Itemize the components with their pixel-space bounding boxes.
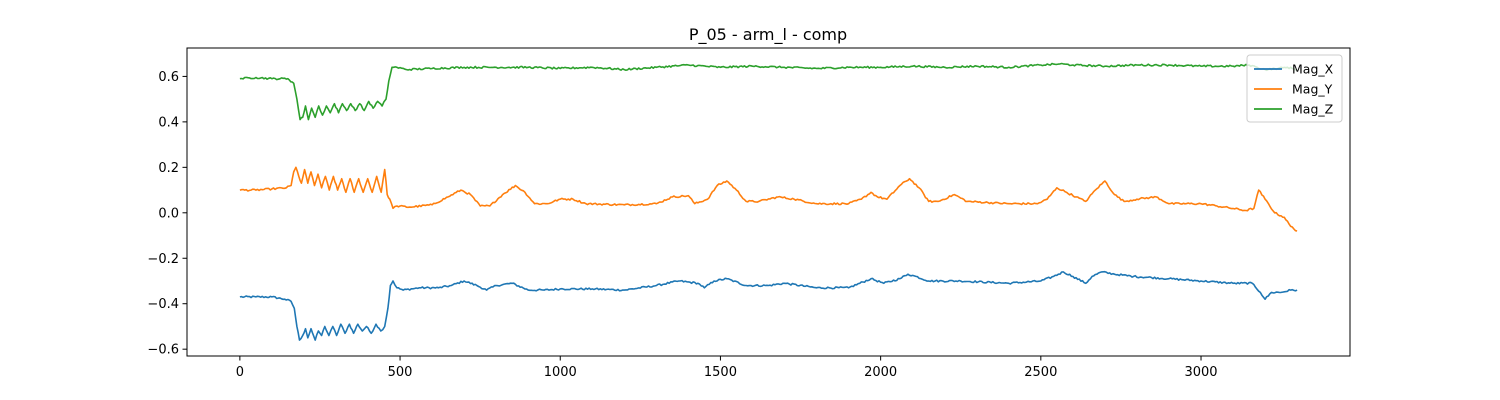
x-tick-label: 500 [388, 365, 413, 380]
legend-box [1246, 54, 1343, 123]
y-tick-label: −0.4 [147, 297, 179, 312]
legend-label-mag-y: Mag_Y [1292, 82, 1333, 97]
y-tick-label: 0.6 [158, 70, 179, 85]
x-tick-label: 3000 [1184, 365, 1217, 380]
y-tick-label: 0.0 [158, 206, 179, 221]
x-tick-label: 1500 [704, 365, 737, 380]
x-axis: 0 500 1000 1500 2000 2500 3000 [236, 356, 1218, 380]
y-tick-label: 0.4 [158, 115, 179, 130]
chart-title: P_05 - arm_l - comp [689, 25, 847, 45]
series-line-mag-z [239, 62, 1298, 121]
x-tick-label: 2000 [864, 365, 897, 380]
legend-label-mag-z: Mag_Z [1292, 102, 1333, 117]
y-tick-label: −0.2 [147, 252, 179, 267]
legend-label-mag-x: Mag_X [1292, 62, 1334, 77]
y-axis: −0.6 −0.4 −0.2 0.0 0.2 0.4 0.6 [147, 70, 187, 358]
x-tick-label: 1000 [544, 365, 577, 380]
x-tick-label: 2500 [1024, 365, 1057, 380]
x-tick-label: 0 [236, 365, 244, 380]
series-line-mag-x [239, 270, 1298, 341]
y-tick-label: 0.2 [158, 161, 179, 176]
series-line-mag-y [239, 166, 1298, 232]
plot-frame [186, 47, 1351, 357]
y-tick-label: −0.6 [147, 343, 179, 358]
legend: Mag_X Mag_Y Mag_Z [1246, 54, 1343, 123]
series-layer [239, 62, 1298, 341]
